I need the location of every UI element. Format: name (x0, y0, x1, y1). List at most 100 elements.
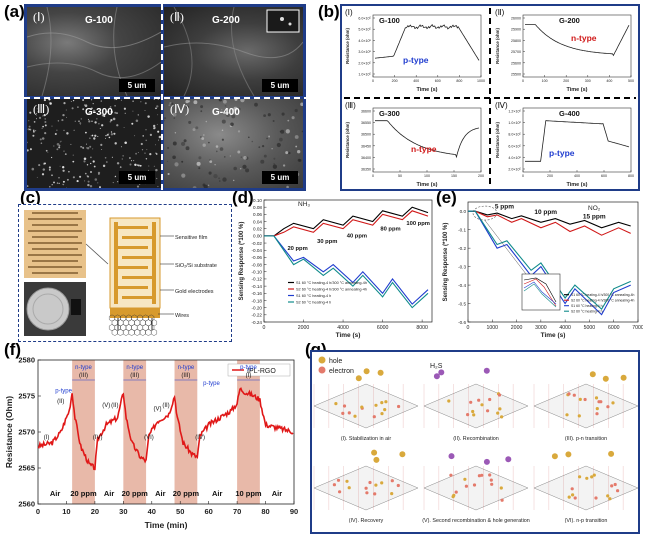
air-label: Air (155, 489, 166, 498)
y-tick-label: -0.1 (458, 227, 466, 232)
sem-grain (196, 161, 201, 166)
conduction-type-label: p-type (403, 55, 429, 65)
molecule (363, 368, 370, 375)
sem-grain (41, 173, 45, 176)
sem-grain (209, 160, 213, 163)
inset-line (523, 281, 557, 305)
electron-dot (447, 399, 451, 403)
sem-grain (56, 129, 58, 131)
electron-dot (578, 397, 582, 401)
sem-grain (181, 173, 186, 178)
sem-grain (232, 179, 235, 182)
graphene-hexagon (151, 328, 157, 336)
hole-dot (373, 492, 377, 496)
x-tick-label: 150 (451, 174, 457, 178)
sem-grain (230, 122, 234, 127)
x-tick-label: 60 (204, 507, 212, 516)
sem-grain (65, 109, 67, 111)
sem-grain (123, 107, 126, 110)
mechanism-stage: (IV). Recovery (313, 449, 419, 524)
hole-dot (577, 414, 581, 418)
sem-grain (36, 112, 37, 114)
resistance-curve (525, 120, 630, 162)
electron-dot (396, 483, 400, 488)
sem-grain (46, 113, 48, 115)
sem-grain (84, 104, 86, 106)
sem-grain (285, 129, 290, 134)
subplot-sample-tag: G-200 (559, 16, 580, 25)
sem-grain (240, 156, 242, 158)
y-axis-label: Resistance (Ohm) (4, 396, 14, 468)
x-tick-label: 8000 (416, 325, 428, 331)
x-tick-label: 0 (372, 174, 374, 178)
resistance-curve (525, 24, 630, 57)
sem-grain (219, 180, 221, 182)
electron-dot (338, 490, 342, 494)
sem-grain (218, 177, 221, 180)
stage-caption: (II). Recombination (453, 436, 499, 442)
sem-grain (85, 147, 87, 149)
series-line (264, 206, 429, 237)
sem-grain (233, 166, 237, 171)
concentration-label: 80 ppm (380, 227, 400, 233)
sem-grain (72, 154, 74, 156)
sem-grain (261, 144, 265, 148)
scale-bar: 5 um (262, 171, 298, 184)
sem-grain (49, 102, 52, 105)
molecule (483, 367, 490, 374)
chart-no2-response: 0.0 -0.1 -0.2 -0.3 -0.4 -0.5 -0.60 1000 2000 3000… (443, 201, 643, 339)
sem-grain (48, 99, 51, 101)
y-tick-label: -0.22 (252, 313, 263, 318)
scale-bar: 5 um (119, 79, 155, 92)
x-tick-label: 6000 (377, 325, 389, 331)
x-axis-label: Time (s) (417, 182, 438, 188)
electron-dot (374, 403, 378, 407)
sem-grain (36, 176, 38, 178)
electrode-finger (122, 276, 152, 279)
sem-grain (111, 156, 113, 158)
electrode-bus (114, 222, 118, 304)
inset-line (523, 283, 557, 308)
plot-axes (372, 14, 482, 78)
sem-grain (132, 100, 134, 103)
sem-grain (87, 175, 90, 178)
sem-grain (62, 180, 65, 183)
electrode-finger (122, 296, 152, 299)
stage-label: (II) (57, 399, 64, 405)
electron-dot (368, 480, 372, 485)
sem-grain (279, 137, 283, 142)
legend-label: S1 60 °C heating-4 h/300 °C annealing-4h (571, 293, 635, 297)
y-tick-label: 36450 (361, 144, 371, 148)
sem-grain (282, 164, 286, 167)
electron-legend-icon (318, 366, 326, 374)
sem-grain (72, 160, 75, 163)
mechanism-stage: (V). Second recombination & hole generat… (422, 453, 530, 524)
graphene-hexagon (117, 328, 124, 336)
sem-grain (131, 122, 134, 125)
legend-label: IPL-RGO (247, 368, 276, 375)
y-tick-label: 0.06 (253, 212, 262, 217)
sem-grain (88, 120, 91, 123)
sem-grain (139, 164, 142, 167)
electrode-schematic (109, 217, 161, 309)
sem-grain (273, 157, 276, 160)
stage-label: (VI) (144, 435, 154, 441)
conduction-type-label: n-type (571, 33, 597, 43)
sem-grain (57, 120, 60, 122)
sem-grain (215, 145, 219, 148)
sem-grain (134, 135, 136, 137)
sem-sample-tag: G-400 (212, 107, 240, 118)
sem-grain (119, 166, 122, 168)
sem-grain (234, 99, 238, 101)
sem-grain (100, 143, 103, 146)
sem-grain (158, 135, 161, 139)
subplot-roman: (Ⅲ) (345, 101, 356, 110)
sem-grain (167, 172, 170, 176)
sem-grain (207, 184, 210, 186)
mechanism-stage: (I). Stabilization in air (313, 368, 419, 442)
y-axis-label: Sensing Response (*100 %) (443, 223, 449, 302)
sem-grain (85, 131, 87, 134)
hole-dot (451, 495, 455, 499)
sem-grain (59, 141, 61, 143)
y-tick-label: 2580 (18, 356, 35, 365)
